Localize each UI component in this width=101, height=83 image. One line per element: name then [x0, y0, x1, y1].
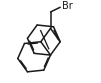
Text: Br: Br [62, 1, 73, 11]
